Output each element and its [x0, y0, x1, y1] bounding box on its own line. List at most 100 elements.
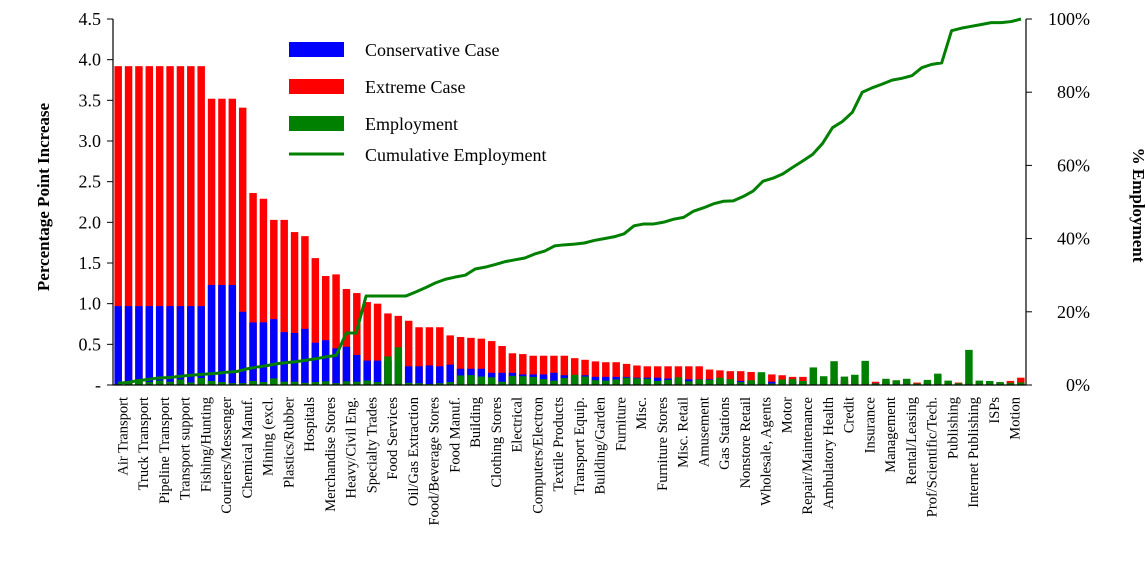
conservative-case-bar [446, 364, 454, 385]
employment-bar [913, 383, 921, 385]
conservative-case-bar [114, 306, 122, 385]
employment-bar [550, 380, 558, 385]
employment-bar [415, 383, 423, 385]
right-axis-tick-label: 20% [1057, 302, 1090, 322]
category-label: Clothing Stores [489, 397, 505, 488]
extreme-case-bar [166, 66, 174, 386]
conservative-case-bar [259, 322, 268, 385]
employment-bar [1006, 382, 1015, 385]
conservative-case-bar [249, 322, 257, 385]
employment-bar [446, 382, 454, 385]
legend-label-cumulative: Cumulative Employment [365, 145, 546, 165]
employment-bar [249, 380, 257, 385]
extreme-case-bar [332, 274, 340, 385]
category-label: Repair/Maintenance [800, 397, 816, 515]
conservative-case-bar [176, 306, 185, 385]
employment-bar [155, 380, 164, 385]
employment-bar [923, 379, 932, 385]
conservative-case-bar [145, 306, 154, 385]
employment-bar [529, 376, 537, 385]
extreme-case-bar [508, 353, 517, 385]
category-label: Food Services [385, 397, 401, 480]
employment-bar [145, 382, 154, 385]
employment-bar [404, 382, 413, 385]
extreme-case-bar [197, 66, 205, 386]
category-label: Fishing/Hunting [198, 397, 214, 492]
category-label: Furniture [613, 397, 629, 451]
employment-bar [902, 378, 911, 385]
category-label: Rental/Leasing [904, 397, 920, 485]
extreme-case-bar [633, 365, 641, 385]
employment-bar [726, 379, 735, 385]
conservative-case-bar [436, 366, 444, 385]
employment-bar [591, 380, 600, 385]
extreme-case-bar [280, 219, 288, 385]
extreme-case-bar [446, 335, 454, 385]
conservative-case-bar [166, 306, 174, 385]
extreme-case-bar [124, 66, 133, 386]
extreme-case-bar [114, 66, 122, 386]
conservative-case-bar [155, 306, 164, 385]
category-label: Insurance [862, 397, 878, 453]
employment-bar [353, 381, 361, 385]
category-label: Chemical Manuf. [240, 397, 256, 498]
category-label: ISPs [987, 397, 1003, 424]
employment-bar [985, 380, 994, 385]
conservative-case-bar [353, 354, 361, 385]
category-label: Food Manuf. [447, 397, 463, 473]
employment-bar [622, 377, 631, 385]
extreme-case-bar [249, 193, 257, 385]
conservative-case-bar [363, 360, 371, 385]
conservative-case-bar [321, 340, 330, 385]
employment-bar [519, 376, 527, 385]
extreme-case-bar [301, 236, 309, 385]
conservative-case-bar [228, 284, 237, 385]
employment-bar [965, 349, 973, 385]
extreme-case-bar [467, 337, 475, 385]
employment-bar [799, 380, 807, 385]
extreme-case-bar [176, 66, 185, 386]
conservative-case-bar [187, 306, 195, 385]
category-label: Building [468, 397, 484, 448]
extreme-case-bar [228, 98, 237, 386]
employment-bar [560, 378, 569, 385]
employment-bar [705, 379, 714, 385]
employment-bar [384, 356, 392, 385]
category-label: Misc. Retail [676, 397, 692, 468]
right-axis-tick-label: 80% [1057, 82, 1090, 102]
employment-bar [187, 382, 195, 385]
employment-bar [176, 379, 185, 385]
left-axis-tick-label: 3.5 [79, 90, 102, 110]
extreme-case-bar [799, 376, 807, 385]
extreme-case-bar [747, 371, 755, 385]
employment-bar [467, 375, 475, 385]
extreme-case-bar [612, 362, 620, 385]
employment-bar [892, 380, 901, 385]
employment-bar [809, 367, 818, 385]
category-label: Air Transport [115, 397, 131, 476]
category-label: Management [883, 397, 899, 473]
category-label: Truck Transport [136, 397, 152, 490]
employment-bar [124, 383, 133, 385]
category-label: Misc. [634, 397, 650, 430]
left-axis-tick-label: 4.0 [79, 50, 102, 70]
right-axis-ticks: 0% 20% 40% 60% 80% 100% [1026, 9, 1090, 395]
extreme-case-bar [685, 366, 693, 385]
extreme-case-bar [529, 355, 537, 385]
employment-bar [633, 378, 641, 385]
employment-bar [840, 376, 849, 385]
employment-bar [674, 377, 683, 385]
extreme-case-bar [550, 355, 558, 385]
cumulative-employment-line [117, 17, 1022, 385]
extreme-case-bar [259, 198, 268, 385]
conservative-case-bar [301, 328, 309, 385]
category-label: Computers/Electron [530, 396, 546, 514]
extreme-case-bar [415, 327, 423, 385]
conservative-case-bar [218, 284, 226, 385]
legend-swatch-employment [289, 116, 344, 131]
employment-bars [114, 347, 1025, 385]
employment-bar [954, 383, 963, 385]
employment-bar [487, 377, 496, 385]
extreme-case-bar [498, 345, 506, 385]
category-label: Building/Garden [593, 396, 609, 494]
